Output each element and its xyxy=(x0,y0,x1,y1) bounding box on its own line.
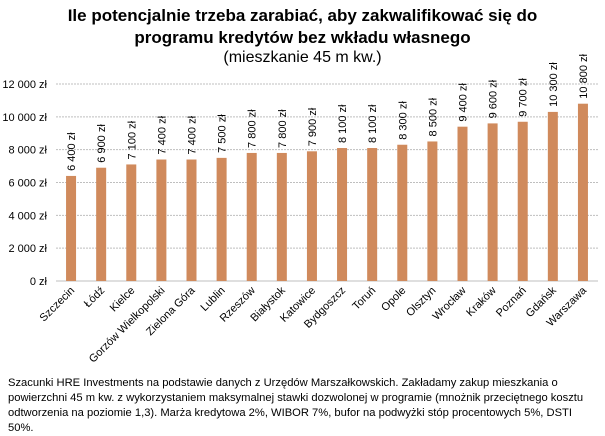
bar xyxy=(547,111,558,282)
x-tick-label: Kraków xyxy=(464,285,498,319)
x-tick-label: Łódź xyxy=(82,285,107,310)
data-label: 7 400 zł xyxy=(156,115,168,154)
y-tick-label: 6 000 zł xyxy=(8,178,47,190)
y-tick-label: 4 000 zł xyxy=(8,210,47,222)
x-tick-label: Wrocław xyxy=(430,285,468,323)
bar-chart: 0 zł 2 000 zł 4 000 zł 6 000 zł 8 000 zł 10 0… xyxy=(2,53,598,365)
chart-title-line2: programu kredytów bez wkładu własnego xyxy=(134,28,471,47)
bar xyxy=(517,121,528,281)
footnote: Szacunki HRE Investments na podstawie da… xyxy=(8,377,584,434)
bar xyxy=(427,141,438,281)
bar xyxy=(457,126,468,281)
data-label: 8 100 zł xyxy=(337,104,349,143)
data-label: 10 300 zł xyxy=(548,62,560,107)
bar xyxy=(186,159,197,281)
data-label: 8 100 zł xyxy=(367,104,379,143)
y-tick-label: 2 000 zł xyxy=(8,243,47,255)
data-label: 8 300 zł xyxy=(397,101,409,140)
data-label: 9 400 zł xyxy=(458,83,470,122)
y-tick-label: 0 zł xyxy=(30,276,48,288)
data-label: 7 900 zł xyxy=(307,107,319,146)
bar xyxy=(306,151,317,281)
bar xyxy=(246,152,257,281)
bar xyxy=(216,157,227,281)
x-tick-label: Poznań xyxy=(494,285,529,320)
data-label: 6 400 zł xyxy=(66,132,78,171)
bar xyxy=(367,148,378,281)
bar xyxy=(276,152,287,281)
y-tick-label: 12 000 zł xyxy=(2,79,47,91)
y-tick-label: 8 000 zł xyxy=(8,145,47,157)
data-label: 8 500 zł xyxy=(427,97,439,136)
bar xyxy=(487,123,498,282)
bar xyxy=(156,159,167,281)
data-label: 9 700 zł xyxy=(518,78,530,117)
data-label: 6 900 zł xyxy=(96,124,108,163)
x-tick-label: Szczecin xyxy=(38,285,78,325)
data-label: 9 600 zł xyxy=(488,79,500,118)
data-label: 7 500 zł xyxy=(217,114,229,153)
bar xyxy=(66,175,77,281)
bar xyxy=(577,103,588,281)
bar xyxy=(96,167,107,281)
data-label: 7 100 zł xyxy=(126,120,138,159)
data-label: 7 800 zł xyxy=(277,109,289,148)
bar xyxy=(337,148,348,281)
data-label: 7 400 zł xyxy=(187,115,199,154)
bar xyxy=(126,164,137,281)
y-tick-label: 10 000 zł xyxy=(2,112,47,124)
data-label: 7 800 zł xyxy=(247,109,259,148)
data-label: 10 800 zł xyxy=(578,53,590,98)
bar xyxy=(397,144,408,281)
chart-subtitle: (mieszkanie 45 m kw.) xyxy=(223,49,382,66)
chart-title: Ile potencjalnie trzeba zarabiać, aby za… xyxy=(67,6,538,25)
x-tick-label: Toruń xyxy=(350,285,378,313)
